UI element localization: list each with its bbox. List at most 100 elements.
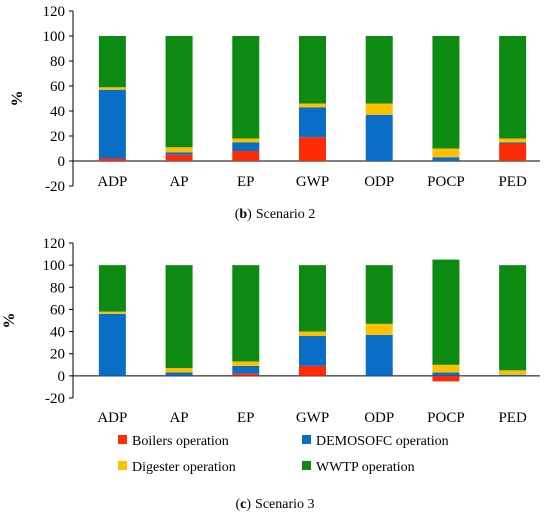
bar-wwtp-odp [365, 265, 393, 324]
x-tick-label: EP [237, 410, 255, 426]
bar-digester-ap [165, 147, 193, 153]
bar-demosofc-ap [165, 372, 193, 376]
bar-boilers-adp [98, 158, 126, 161]
bar-wwtp-ep [232, 265, 260, 362]
bar-boilers-gwp [299, 365, 326, 376]
legend-swatch-wwtp [302, 461, 311, 470]
bar-digester-ped [499, 138, 527, 143]
bar-wwtp-ped [499, 265, 527, 371]
legend-label-demosofc: DEMOSOFC operation [316, 434, 449, 449]
y-tick-label: 60 [50, 79, 65, 95]
x-tick-label: ODP [364, 174, 394, 190]
bar-demosofc-odp [365, 334, 393, 376]
bar-demosofc-ap [165, 152, 193, 155]
bar-wwtp-pocp [432, 36, 460, 149]
y-tick-label: 120 [43, 236, 66, 252]
bar-demosofc-ped [499, 374, 527, 376]
x-tick-label: ADP [97, 174, 127, 190]
bar-boilers-ap [165, 154, 193, 161]
legend-swatch-digester [118, 461, 127, 470]
y-tick-label: 20 [50, 347, 65, 363]
bar-wwtp-adp [98, 265, 126, 312]
legend-swatch-demosofc [302, 435, 311, 444]
bar-boilers-ped [499, 143, 527, 161]
bar-digester-ped [499, 370, 527, 375]
bar-digester-gwp [299, 331, 326, 336]
legend-label-digester: Digester operation [132, 460, 236, 475]
chart-scenario-3: -20 0 20 40 60 80 100 120% ADP AP EP GWP ODP POCP PED (… [1, 236, 540, 512]
bar-boilers-ep [232, 151, 260, 161]
bar-digester-adp [98, 87, 126, 90]
x-tick-label: ODP [364, 410, 394, 426]
x-tick-label: POCP [427, 410, 465, 426]
x-tick-label: PED [498, 174, 527, 190]
bar-digester-pocp [432, 148, 460, 158]
y-tick-label: 40 [50, 325, 65, 341]
caption-text: Scenario 2 [256, 207, 315, 222]
bar-digester-adp [98, 311, 126, 314]
bar-demosofc-odp [365, 114, 393, 161]
bar-wwtp-odp [365, 36, 393, 104]
y-tick-label: -20 [45, 179, 65, 195]
x-tick-label: PED [498, 410, 527, 426]
x-tick-label: GWP [296, 174, 329, 190]
legend-label-boilers: Boilers operation [132, 434, 229, 449]
bar-digester-ep [232, 361, 260, 366]
y-tick-label: 40 [50, 104, 65, 120]
panel-caption: (c) Scenario 3 [235, 497, 314, 512]
bar-wwtp-ap [165, 265, 193, 369]
bar-wwtp-ped [499, 36, 527, 139]
bar-boilers-ep [232, 373, 260, 376]
legend: Boilers operation DEMOSOFC operation Diges… [118, 434, 449, 475]
bar-wwtp-adp [98, 36, 126, 88]
y-tick-label: 80 [50, 280, 65, 296]
y-tick-label: 100 [43, 258, 66, 274]
bar-wwtp-ep [232, 36, 260, 139]
caption-prefix: (b) [235, 207, 252, 222]
bar-demosofc-ep [232, 365, 260, 374]
bar-demosofc-adp [98, 89, 126, 159]
bar-wwtp-pocp [432, 259, 460, 365]
caption-text: Scenario 3 [255, 497, 314, 512]
x-tick-label: EP [237, 174, 255, 190]
bar-digester-ep [232, 138, 260, 143]
y-tick-label: 60 [50, 302, 65, 318]
y-tick-label: 80 [50, 54, 65, 70]
bar-demosofc-ep [232, 142, 260, 151]
y-tick-label: -20 [45, 391, 65, 407]
bar-demosofc-pocp [432, 157, 460, 161]
bar-digester-ap [165, 368, 193, 373]
legend-label-wwtp: WWTP operation [316, 460, 415, 475]
bar-wwtp-gwp [299, 265, 326, 332]
x-tick-label: AP [169, 174, 188, 190]
x-tick-label: ADP [97, 410, 127, 426]
y-tick-label: 120 [43, 4, 66, 20]
x-tick-label: AP [169, 410, 188, 426]
bar-digester-gwp [299, 103, 326, 108]
bar-demosofc-gwp [299, 336, 326, 366]
chart-scenario-2: -20 0 20 40 60 80 100 120% ADP AP EP GWP ODP POCP PED (… [9, 4, 540, 222]
bar-demosofc-gwp [299, 107, 326, 138]
y-tick-label: 0 [58, 154, 66, 170]
y-axis-label: % [9, 91, 26, 107]
x-tick-label: POCP [427, 174, 465, 190]
y-tick-label: 100 [43, 29, 66, 45]
y-axis-label: % [1, 313, 18, 329]
bar-wwtp-ap [165, 36, 193, 148]
panel-caption: (b) Scenario 2 [235, 207, 316, 222]
bar-boilers-pocp [432, 375, 460, 382]
bar-digester-odp [365, 323, 393, 335]
legend-swatch-boilers [118, 435, 127, 444]
bar-digester-odp [365, 103, 393, 115]
bar-digester-pocp [432, 364, 460, 373]
bar-demosofc-ped [499, 142, 527, 144]
x-tick-label: GWP [296, 410, 329, 426]
y-tick-label: 20 [50, 129, 65, 145]
bar-demosofc-pocp [432, 372, 460, 376]
bar-demosofc-adp [98, 313, 126, 376]
bar-wwtp-gwp [299, 36, 326, 104]
caption-prefix: (c) [235, 497, 251, 512]
bar-boilers-gwp [299, 137, 326, 161]
y-tick-label: 0 [58, 369, 66, 385]
